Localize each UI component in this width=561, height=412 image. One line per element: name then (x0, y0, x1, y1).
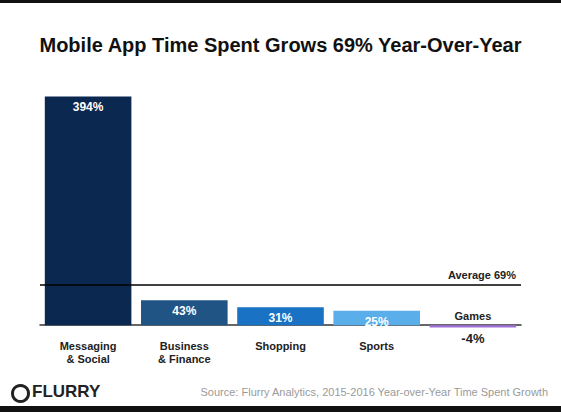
svg-text:& Finance: & Finance (158, 353, 211, 365)
svg-text:Source: Flurry Analytics, 2015: Source: Flurry Analytics, 2015-2016 Year… (201, 386, 549, 398)
svg-text:Shopping: Shopping (255, 340, 306, 352)
svg-text:31%: 31% (268, 311, 292, 325)
svg-text:FLURRY: FLURRY (32, 382, 101, 401)
svg-text:Messaging: Messaging (60, 340, 117, 352)
svg-text:Mobile App Time Spent Grows 69: Mobile App Time Spent Grows 69% Year-Ove… (39, 34, 521, 56)
svg-text:Sports: Sports (359, 340, 394, 352)
svg-text:25%: 25% (365, 315, 389, 329)
svg-text:& Social: & Social (66, 353, 109, 365)
svg-text:43%: 43% (172, 304, 196, 318)
svg-text:Business: Business (160, 340, 209, 352)
svg-text:Average 69%: Average 69% (448, 269, 516, 281)
svg-text:Games: Games (455, 310, 492, 322)
svg-text:-4%: -4% (461, 331, 485, 346)
svg-text:394%: 394% (73, 100, 104, 114)
